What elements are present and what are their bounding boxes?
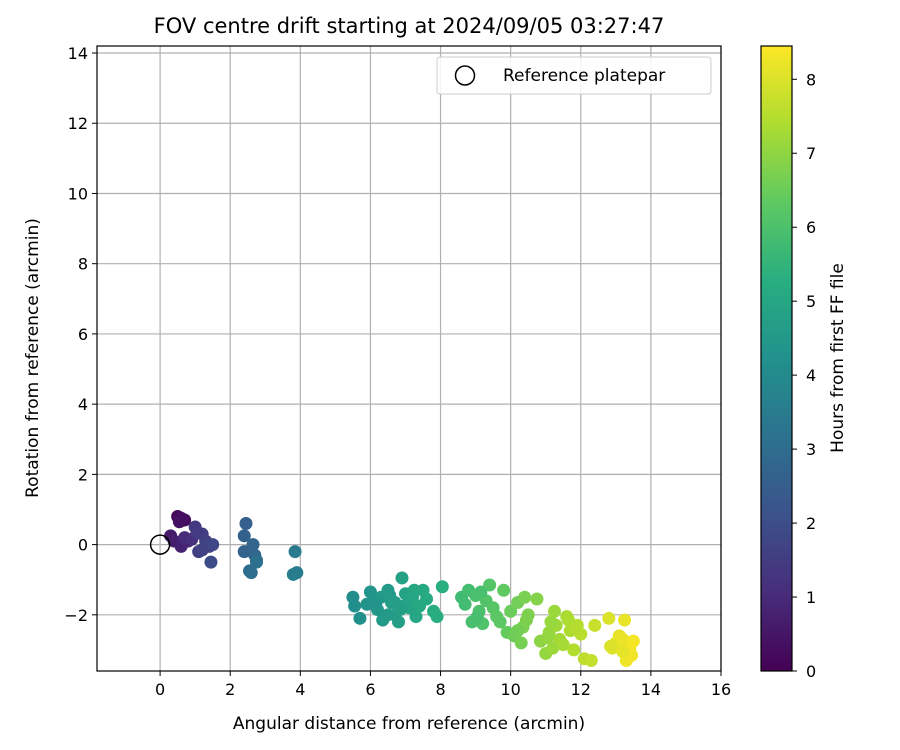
legend-box bbox=[436, 56, 712, 95]
scatter-point bbox=[562, 613, 576, 627]
data-points bbox=[164, 510, 640, 667]
colorbar-tick-label: 8 bbox=[806, 70, 816, 89]
grid-lines bbox=[97, 46, 722, 671]
legend-entry-reference-platepar: Reference platepar bbox=[503, 66, 665, 86]
x-tick-label: 6 bbox=[365, 680, 375, 699]
x-axis-label: Angular distance from reference (arcmin) bbox=[233, 714, 585, 734]
scatter-point bbox=[353, 611, 367, 625]
scatter-point bbox=[244, 566, 258, 580]
legend-marker-icon bbox=[454, 65, 476, 86]
scatter-point bbox=[250, 555, 264, 569]
scatter-point bbox=[618, 613, 632, 627]
scatter-point bbox=[546, 641, 560, 655]
scatter-point bbox=[288, 545, 302, 559]
scatter-point bbox=[407, 583, 421, 597]
colorbar-tick-label: 3 bbox=[806, 440, 816, 459]
colorbar-label: Hours from first FF file bbox=[828, 263, 848, 453]
colorbar-tick-label: 2 bbox=[806, 514, 816, 533]
colorbar-tick-label: 4 bbox=[806, 366, 816, 385]
scatter-point bbox=[584, 653, 598, 667]
scatter-point bbox=[430, 610, 444, 624]
scatter-point bbox=[286, 567, 300, 581]
scatter-point bbox=[391, 615, 405, 629]
reference-point-marker bbox=[149, 534, 171, 555]
scatter-point bbox=[246, 538, 260, 552]
x-tick-label: 12 bbox=[571, 680, 591, 699]
scatter-point bbox=[348, 599, 362, 613]
scatter-point bbox=[519, 613, 533, 627]
scatter-point bbox=[514, 636, 528, 650]
scatter-point bbox=[172, 515, 186, 529]
colorbar-tick-label: 0 bbox=[806, 662, 816, 681]
colorbar-gradient bbox=[760, 45, 793, 672]
x-tick-label: 10 bbox=[500, 680, 520, 699]
y-tick-label: −2 bbox=[64, 606, 88, 625]
colorbar-tick-label: 1 bbox=[806, 588, 816, 607]
x-tick-label: 16 bbox=[711, 680, 731, 699]
scatter-point bbox=[604, 639, 618, 653]
colorbar-tick-label: 7 bbox=[806, 144, 816, 163]
scatter-point bbox=[369, 597, 383, 611]
scatter-point bbox=[239, 517, 253, 531]
colorbar-tick-label: 5 bbox=[806, 292, 816, 311]
scatter-point bbox=[567, 643, 581, 657]
colorbar-tick-label: 6 bbox=[806, 218, 816, 237]
scatter-point bbox=[409, 610, 423, 624]
legend: Reference platepar bbox=[436, 56, 712, 95]
scatter-point bbox=[588, 618, 602, 632]
scatter-point bbox=[518, 590, 532, 604]
scatter-point bbox=[483, 578, 497, 592]
y-tick-label: 0 bbox=[78, 536, 88, 555]
scatter-point bbox=[206, 538, 220, 552]
plot-frame bbox=[96, 45, 722, 672]
y-axis-label: Rotation from reference (arcmin) bbox=[23, 218, 43, 498]
x-tick-label: 8 bbox=[435, 680, 445, 699]
x-tick-label: 4 bbox=[295, 680, 305, 699]
y-tick-label: 4 bbox=[78, 395, 88, 414]
scatter-point bbox=[616, 632, 630, 646]
scatter-point bbox=[556, 638, 570, 652]
scatter-point bbox=[393, 603, 407, 617]
scatter-point bbox=[626, 634, 640, 648]
scatter-point bbox=[237, 529, 251, 543]
scatter-point bbox=[569, 622, 583, 636]
x-tick-label: 0 bbox=[155, 680, 165, 699]
scatter-point bbox=[511, 624, 525, 638]
scatter-point bbox=[547, 604, 561, 618]
axis-ticks: 0 2 4 6 8 10 12 14 16 −2 0 2 4 6 8 10 12 14 bbox=[64, 44, 731, 699]
y-tick-label: 10 bbox=[68, 184, 88, 203]
scatter-point bbox=[204, 555, 218, 569]
x-tick-label: 14 bbox=[641, 680, 661, 699]
scatter-point bbox=[497, 583, 511, 597]
scatter-point bbox=[493, 615, 507, 629]
scatter-point bbox=[474, 585, 488, 599]
scatter-point bbox=[395, 571, 409, 585]
scatter-point bbox=[602, 611, 616, 625]
scatter-point bbox=[616, 645, 630, 659]
scatter-point bbox=[237, 545, 251, 559]
scatter-point bbox=[420, 592, 434, 606]
scatter-point bbox=[540, 631, 554, 645]
scatter-point bbox=[504, 604, 518, 618]
scatter-point bbox=[381, 608, 395, 622]
x-tick-label: 2 bbox=[225, 680, 235, 699]
scatter-point bbox=[530, 592, 544, 606]
chart-title: FOV centre drift starting at 2024/09/05 … bbox=[154, 14, 665, 38]
y-tick-label: 14 bbox=[68, 44, 88, 63]
scatter-point bbox=[435, 580, 449, 594]
scatter-point bbox=[544, 615, 558, 629]
y-tick-label: 2 bbox=[78, 465, 88, 484]
scatter-point bbox=[195, 543, 209, 557]
colorbar-ticks: 0 1 2 3 4 5 6 7 8 bbox=[792, 70, 816, 681]
y-tick-label: 8 bbox=[78, 255, 88, 274]
scatter-point bbox=[458, 597, 472, 611]
colorbar: 0 1 2 3 4 5 6 7 8 Hours from first FF file bbox=[760, 45, 848, 681]
y-tick-label: 6 bbox=[78, 325, 88, 344]
scatter-point bbox=[190, 525, 204, 539]
scatter-point bbox=[470, 610, 484, 624]
y-tick-label: 12 bbox=[68, 114, 88, 133]
